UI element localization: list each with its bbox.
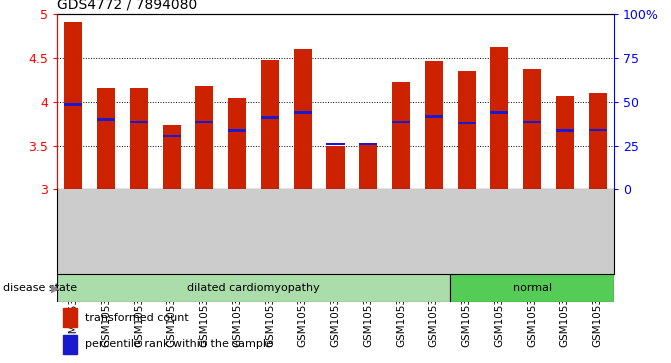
Text: GDS4772 / 7894080: GDS4772 / 7894080 <box>57 0 197 12</box>
Bar <box>228 130 246 132</box>
Bar <box>64 103 83 106</box>
Bar <box>294 111 312 114</box>
Bar <box>425 61 443 189</box>
Bar <box>392 82 410 189</box>
Bar <box>458 122 476 124</box>
Bar <box>57 274 450 302</box>
Text: percentile rank within the sample: percentile rank within the sample <box>85 339 272 349</box>
Text: dilated cardiomyopathy: dilated cardiomyopathy <box>187 284 320 293</box>
Bar <box>392 121 410 123</box>
Bar <box>556 96 574 189</box>
Bar <box>97 118 115 121</box>
Bar <box>588 93 607 189</box>
Bar <box>556 130 574 132</box>
Bar <box>294 49 312 189</box>
Bar <box>261 116 279 119</box>
Text: normal: normal <box>513 284 552 293</box>
Bar <box>588 129 607 131</box>
Text: ▶: ▶ <box>51 284 60 293</box>
Bar <box>491 111 509 114</box>
Bar <box>458 71 476 189</box>
Bar <box>97 88 115 189</box>
Bar <box>261 60 279 189</box>
Bar <box>327 146 344 189</box>
Bar <box>162 135 180 137</box>
Bar <box>359 143 377 189</box>
Bar <box>491 47 509 189</box>
Bar <box>359 143 377 145</box>
Bar <box>130 121 148 123</box>
Bar <box>523 121 541 123</box>
Bar <box>195 86 213 189</box>
Bar <box>62 308 76 327</box>
Bar <box>62 335 76 354</box>
Text: disease state: disease state <box>3 284 77 293</box>
Bar <box>425 115 443 118</box>
Bar <box>327 143 344 145</box>
Bar <box>450 274 614 302</box>
Bar <box>64 22 83 189</box>
Bar <box>162 125 180 189</box>
Bar <box>130 88 148 189</box>
Bar <box>195 121 213 123</box>
Bar <box>523 69 541 189</box>
Bar <box>228 98 246 189</box>
Text: transformed count: transformed count <box>85 313 189 323</box>
